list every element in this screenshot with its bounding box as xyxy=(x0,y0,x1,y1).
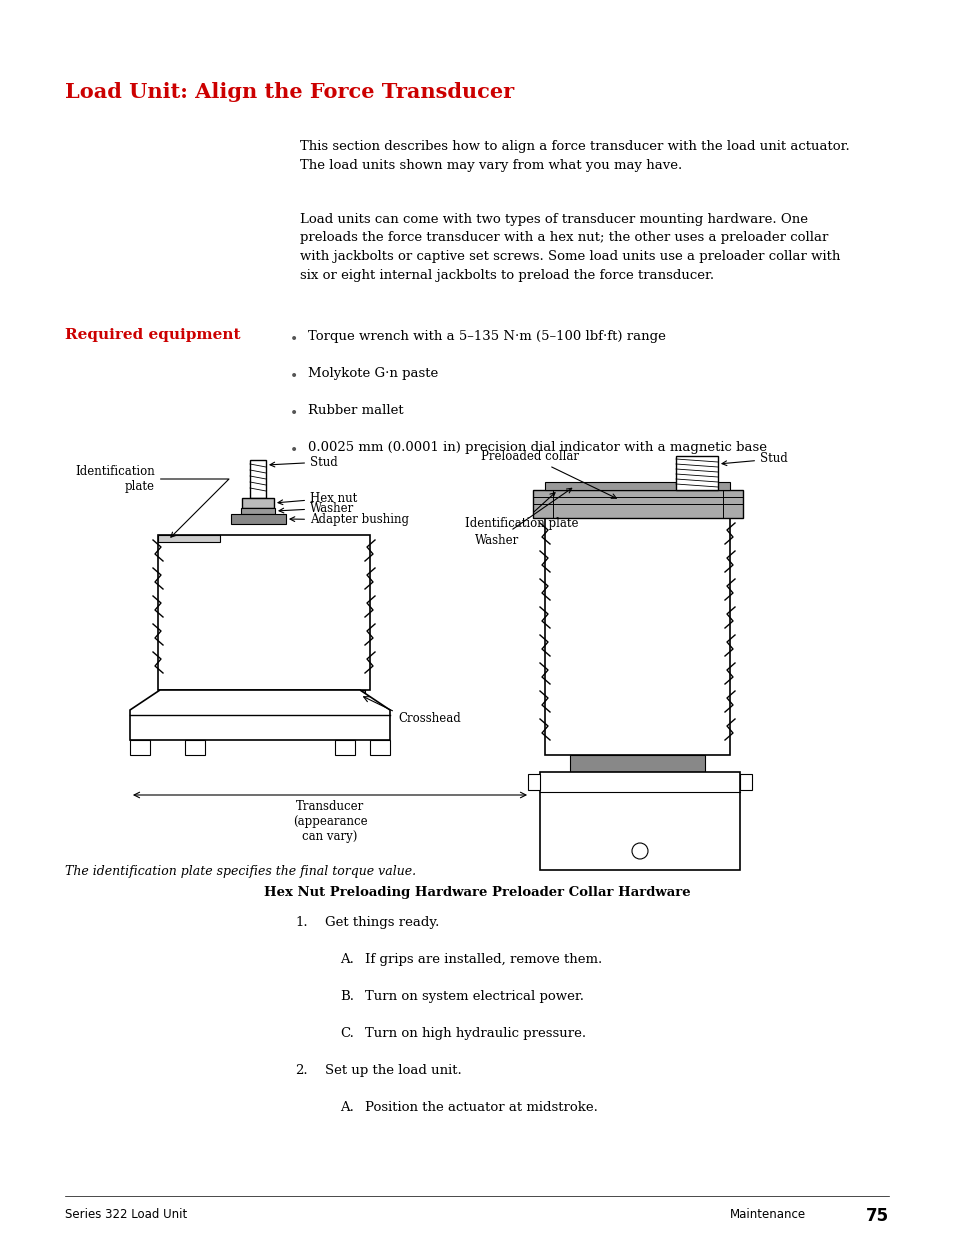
Polygon shape xyxy=(539,772,740,869)
Polygon shape xyxy=(250,459,266,498)
Polygon shape xyxy=(527,774,539,790)
Text: Hex Nut Preloading Hardware Preloader Collar Hardware: Hex Nut Preloading Hardware Preloader Co… xyxy=(263,885,690,899)
Polygon shape xyxy=(241,508,274,514)
Text: A.: A. xyxy=(339,1100,354,1114)
Text: This section describes how to align a force transducer with the load unit actuat: This section describes how to align a fo… xyxy=(299,140,849,172)
Text: Identification plate: Identification plate xyxy=(464,493,578,530)
Text: Torque wrench with a 5–135 N·m (5–100 lbf·ft) range: Torque wrench with a 5–135 N·m (5–100 lb… xyxy=(308,330,665,343)
Text: A.: A. xyxy=(339,953,354,966)
Polygon shape xyxy=(544,517,729,755)
Text: 2.: 2. xyxy=(294,1065,307,1077)
Polygon shape xyxy=(231,514,286,524)
Text: •: • xyxy=(290,333,298,347)
Text: Get things ready.: Get things ready. xyxy=(325,916,439,929)
Polygon shape xyxy=(533,490,742,517)
Text: Identification
plate: Identification plate xyxy=(75,466,229,537)
Text: •: • xyxy=(290,445,298,458)
Text: Turn on high hydraulic pressure.: Turn on high hydraulic pressure. xyxy=(365,1028,585,1040)
Polygon shape xyxy=(242,498,274,508)
Text: Turn on system electrical power.: Turn on system electrical power. xyxy=(365,990,583,1003)
Text: Transducer
(appearance
can vary): Transducer (appearance can vary) xyxy=(293,800,367,844)
Polygon shape xyxy=(130,690,390,740)
Polygon shape xyxy=(130,740,150,755)
Polygon shape xyxy=(163,690,365,698)
Polygon shape xyxy=(185,740,205,755)
Text: 1.: 1. xyxy=(294,916,307,929)
Text: Adapter bushing: Adapter bushing xyxy=(290,514,409,526)
Text: C.: C. xyxy=(339,1028,354,1040)
Polygon shape xyxy=(569,755,704,772)
Text: •: • xyxy=(290,408,298,421)
Text: 0.0025 mm (0.0001 in) precision dial indicator with a magnetic base: 0.0025 mm (0.0001 in) precision dial ind… xyxy=(308,441,766,454)
Text: If grips are installed, remove them.: If grips are installed, remove them. xyxy=(365,953,601,966)
Text: Molykote G·n paste: Molykote G·n paste xyxy=(308,367,437,380)
Text: Preloaded collar: Preloaded collar xyxy=(480,450,616,499)
Polygon shape xyxy=(158,535,370,690)
Text: Rubber mallet: Rubber mallet xyxy=(308,404,403,417)
Text: Set up the load unit.: Set up the load unit. xyxy=(325,1065,461,1077)
Text: Load units can come with two types of transducer mounting hardware. One
preloads: Load units can come with two types of tr… xyxy=(299,212,840,282)
Text: Position the actuator at midstroke.: Position the actuator at midstroke. xyxy=(365,1100,598,1114)
Text: B.: B. xyxy=(339,990,354,1003)
Text: •: • xyxy=(290,370,298,384)
Polygon shape xyxy=(370,740,390,755)
Text: Crosshead: Crosshead xyxy=(397,711,460,725)
Text: Stud: Stud xyxy=(721,452,787,466)
Text: Load Unit: Align the Force Transducer: Load Unit: Align the Force Transducer xyxy=(65,82,514,103)
Polygon shape xyxy=(158,535,220,542)
Text: Series 322 Load Unit: Series 322 Load Unit xyxy=(65,1208,187,1221)
Polygon shape xyxy=(544,482,729,490)
Text: Maintenance: Maintenance xyxy=(729,1208,805,1221)
Polygon shape xyxy=(676,456,718,490)
Text: Washer: Washer xyxy=(278,501,354,515)
Text: Washer: Washer xyxy=(475,488,571,547)
Text: Required equipment: Required equipment xyxy=(65,329,240,342)
Polygon shape xyxy=(740,774,751,790)
Polygon shape xyxy=(335,740,355,755)
Text: The identification plate specifies the final torque value.: The identification plate specifies the f… xyxy=(65,864,416,878)
Text: 75: 75 xyxy=(865,1207,888,1225)
Text: Hex nut: Hex nut xyxy=(277,492,356,505)
Text: Stud: Stud xyxy=(270,456,337,468)
